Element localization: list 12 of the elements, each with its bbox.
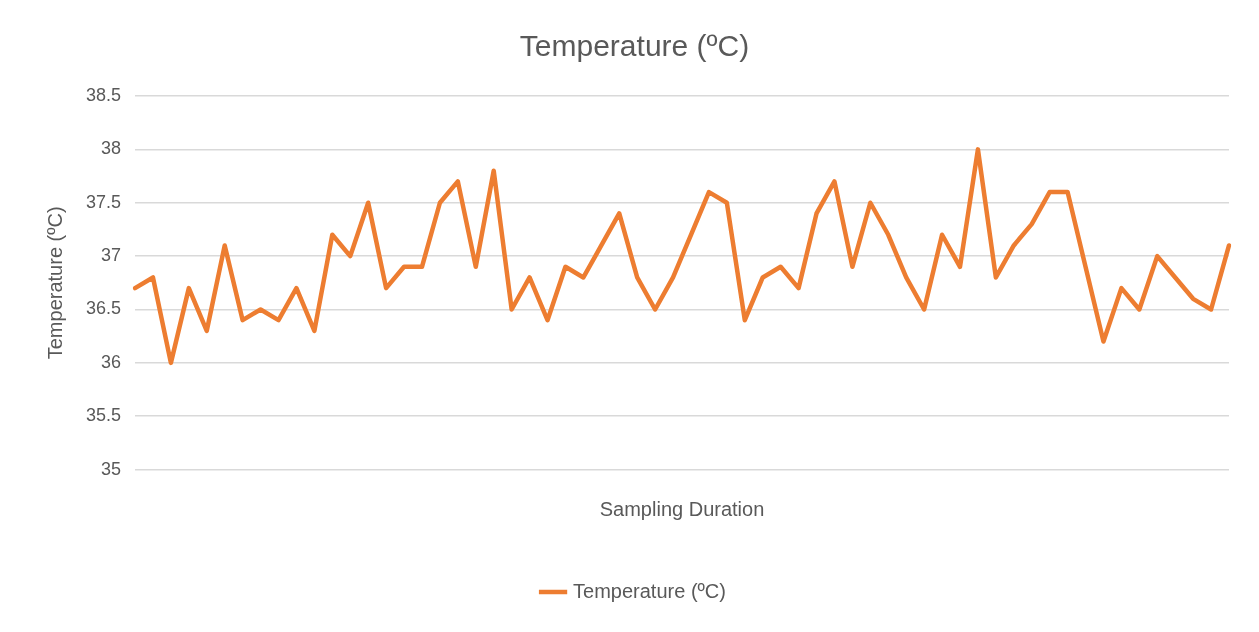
y-axis-title: Temperature (ºC) [43,206,66,360]
x-axis-title: Sampling Duration [599,497,765,520]
y-tick-label: 36 [101,351,122,372]
y-tick-label: 36.5 [85,298,122,319]
y-tick-label: 35.5 [85,405,122,426]
y-tick-label: 37.5 [85,191,122,212]
chart-title: Temperature (ºC) [519,29,750,63]
y-tick-label: 38.5 [85,84,122,105]
y-tick-label: 38 [101,138,122,159]
y-tick-label: 35 [101,458,122,479]
y-tick-label: 37 [101,245,122,266]
legend-label: Temperature (ºC) [573,579,726,602]
